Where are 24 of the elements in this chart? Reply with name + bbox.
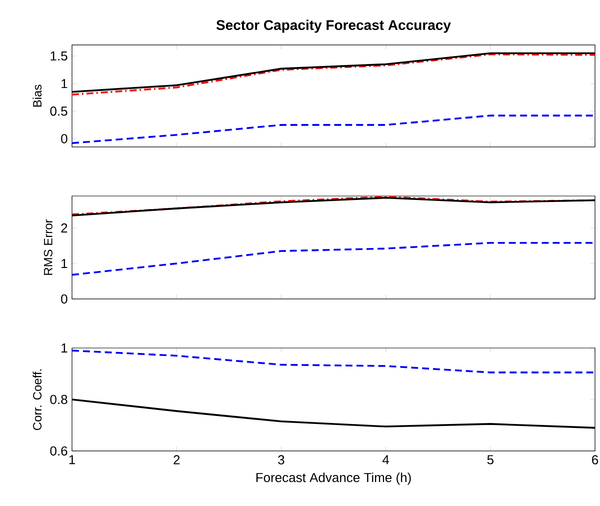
y-axis-title: Bias xyxy=(32,84,42,107)
y-axis-title: Corr. Coeff. xyxy=(32,369,42,430)
line-series xyxy=(72,242,596,276)
y-tick-label: 1.5 xyxy=(50,51,68,61)
x-tick-label: 3 xyxy=(278,455,284,464)
x-tick-label: 5 xyxy=(487,455,494,464)
x-tick-label: 2 xyxy=(174,455,180,464)
y-tick-label: 1 xyxy=(62,259,68,268)
x-tick-label: 6 xyxy=(592,455,598,464)
y-tick-label: 1 xyxy=(62,344,68,352)
line-series xyxy=(72,114,595,144)
y-tick-label: 0 xyxy=(61,134,68,144)
y-tick-label: 0.6 xyxy=(50,446,68,456)
line-series xyxy=(72,350,595,374)
x-axis-title: Forecast Advance Time (h) xyxy=(256,472,411,485)
y-tick-label: 0.5 xyxy=(50,106,68,116)
y-tick-label: 2 xyxy=(61,223,68,232)
y-tick-label: 0.8 xyxy=(50,394,68,404)
x-tick-label: 1 xyxy=(69,455,75,464)
chart-title: Sector Capacity Forecast Accuracy xyxy=(216,20,451,33)
x-tick-label: 4 xyxy=(382,455,390,464)
y-axis-title: RMS Error xyxy=(44,219,52,275)
y-tick-label: 0 xyxy=(61,294,68,304)
y-tick-label: 1 xyxy=(62,79,68,88)
